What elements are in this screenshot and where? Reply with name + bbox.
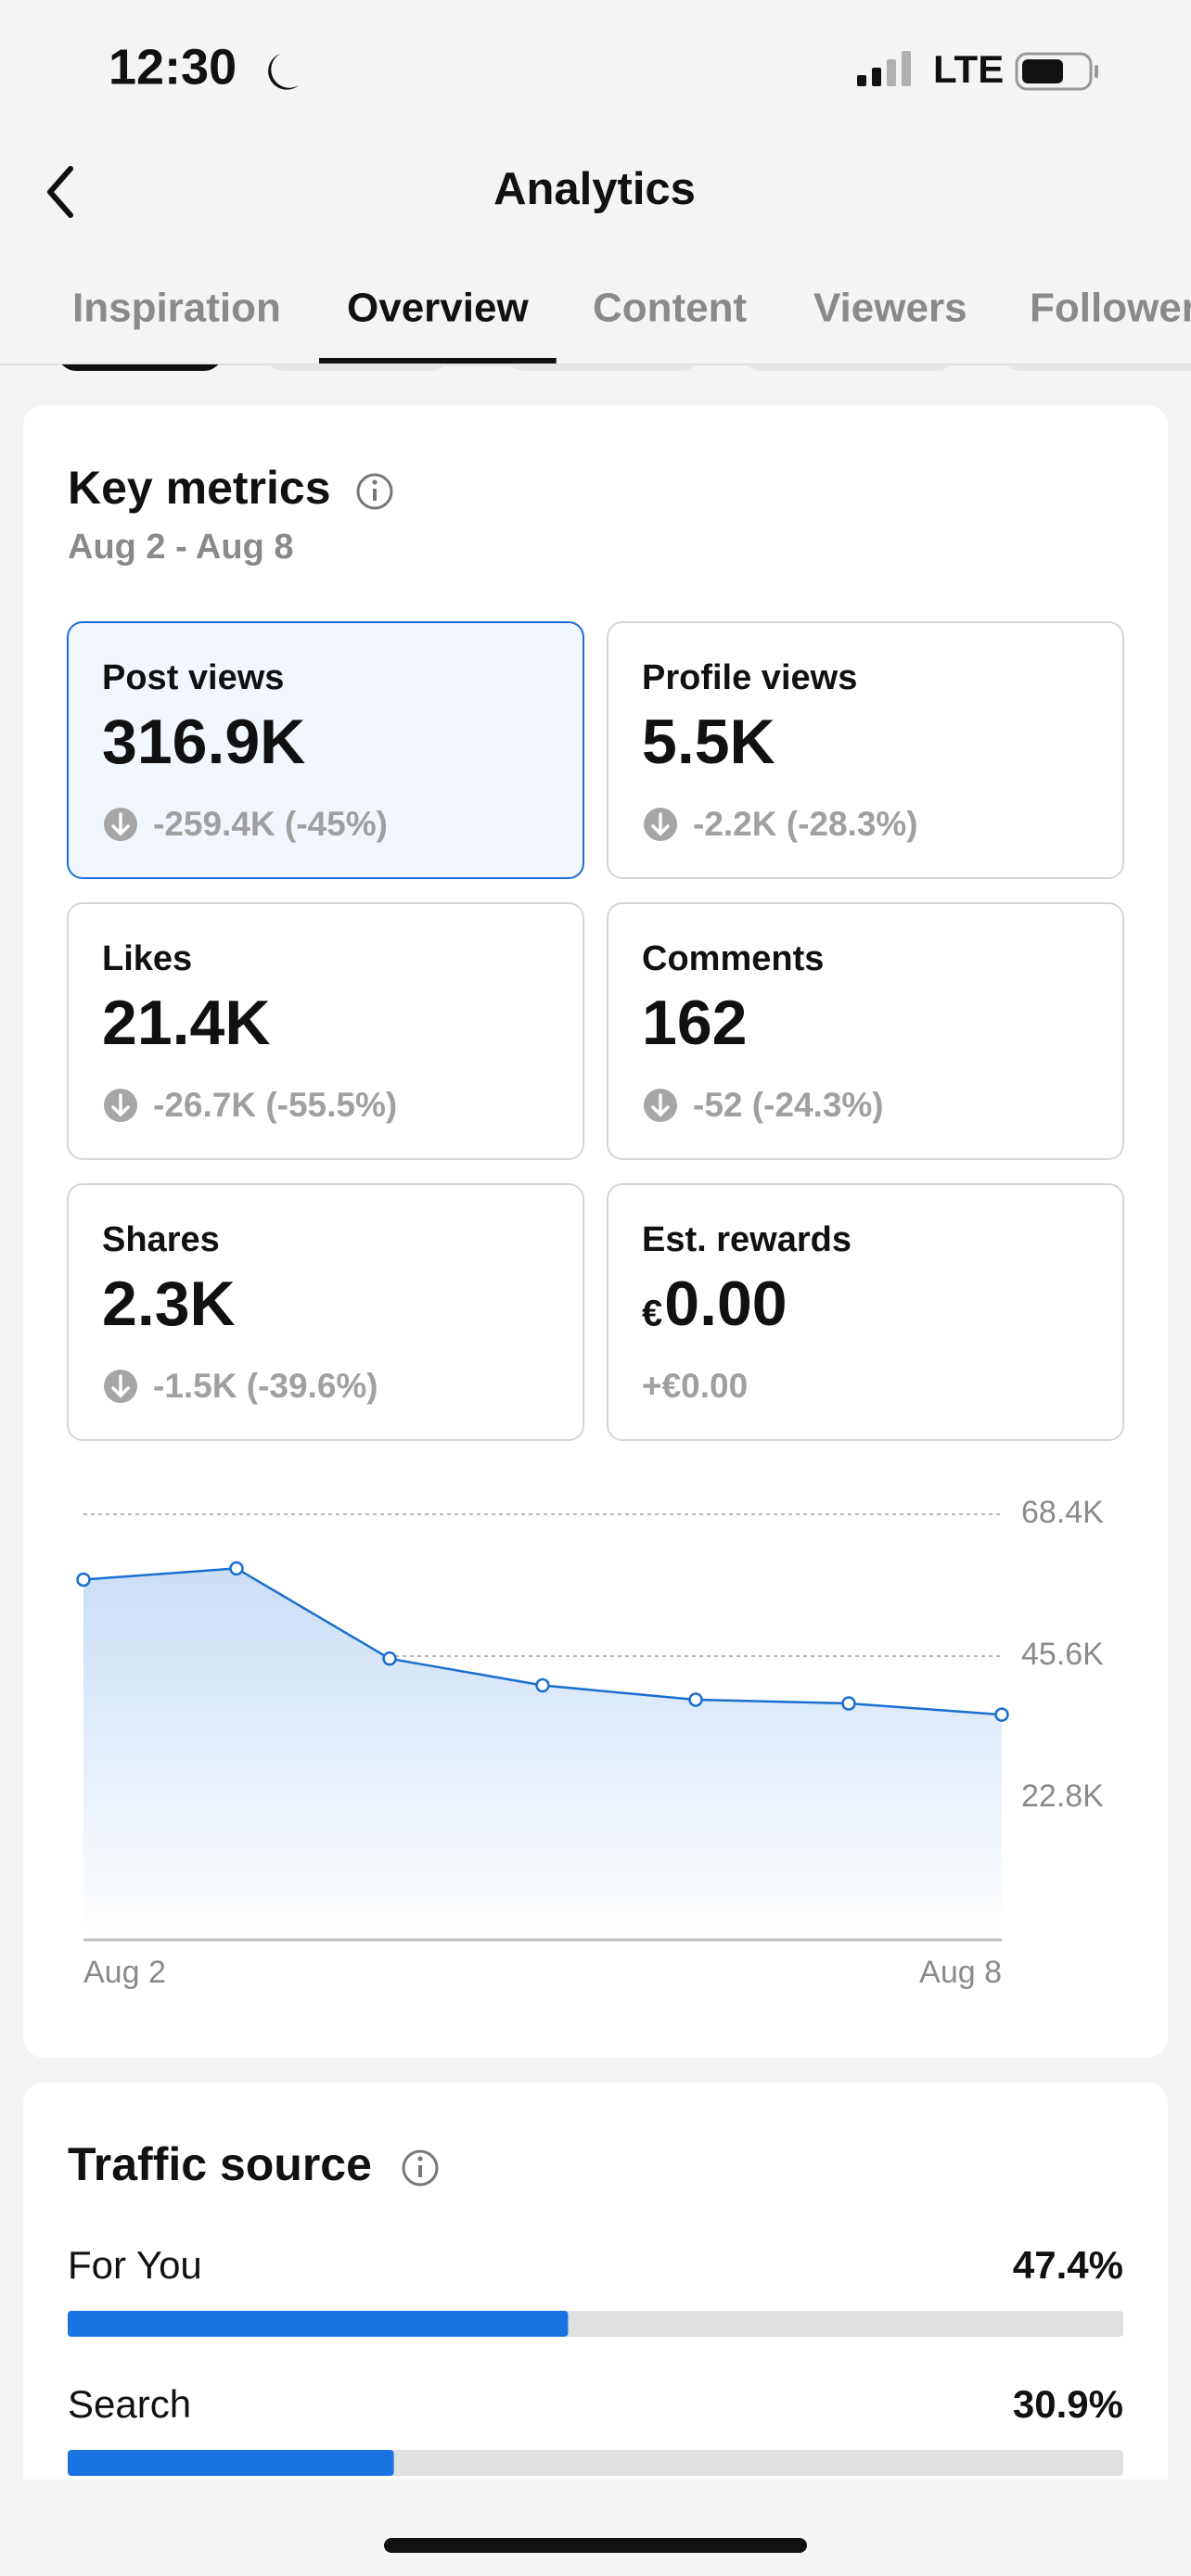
traffic-value: 30.9% [1013, 2382, 1123, 2426]
status-time: 12:30 [109, 39, 237, 95]
tab[interactable]: Followers [1030, 286, 1191, 331]
metric-card[interactable] [607, 902, 1124, 1160]
metric-currency: € [642, 1294, 662, 1334]
metric-card[interactable] [67, 621, 584, 879]
point [841, 1696, 856, 1711]
metric-card[interactable] [607, 621, 1124, 879]
filter-pill [268, 364, 446, 371]
metric-change: -1.5K (-39.6%) [153, 1367, 378, 1405]
tab[interactable]: Inspiration [72, 286, 281, 331]
trend-down-icon [644, 1089, 677, 1122]
battery-icon [1015, 52, 1098, 91]
traffic-label: For You [68, 2243, 202, 2287]
icon-arrow [651, 812, 670, 836]
info-icon[interactable] [356, 473, 393, 510]
info-icon[interactable] [402, 2149, 439, 2187]
tab-indicator [319, 358, 557, 363]
icon-arrow [111, 1374, 130, 1398]
metric-change: -52 (-24.3%) [693, 1086, 884, 1124]
icon-arrow [111, 812, 130, 836]
metric-value: 316.9K [102, 707, 305, 777]
metric-cards: Post views 316.9K -259.4K (-45%) Profile vi… [67, 621, 1124, 1441]
metric-change: -26.7K (-55.5%) [153, 1086, 397, 1124]
metric-label: Post views [102, 658, 284, 697]
back-button[interactable] [47, 166, 73, 218]
point [535, 1677, 550, 1693]
traffic-value: 47.4% [1013, 2243, 1123, 2287]
trend-down-icon [104, 808, 137, 841]
home-indicator [384, 2538, 807, 2553]
scroll-content: Key metrics Aug 2 - Aug 8 Post views 316.… [23, 364, 1191, 2480]
tab[interactable]: Overview [347, 286, 529, 331]
filter-pill [61, 364, 219, 371]
point [229, 1561, 244, 1576]
date-range: Aug 2 - Aug 8 [68, 528, 293, 567]
metric-change: -2.2K (-28.3%) [693, 805, 918, 843]
metric-label: Comments [642, 939, 824, 978]
trend-down-icon [104, 1089, 137, 1122]
metric-value: 0.00 [664, 1269, 787, 1339]
metric-value: 21.4K [102, 988, 270, 1058]
tab-bar: Inspiration Overview Content Viewers Followe… [72, 286, 1191, 363]
x-tick-label: Aug 2 [83, 1955, 166, 1990]
y-tick-label: 68.4K [1021, 1495, 1104, 1530]
y-tick-label: 22.8K [1021, 1779, 1104, 1814]
filter-pill [746, 364, 952, 371]
tab[interactable]: Viewers [813, 286, 967, 331]
x-tick-label: Aug 8 [919, 1955, 1002, 1990]
metric-label: Shares [102, 1220, 220, 1259]
metric-change: +€0.00 [642, 1367, 748, 1405]
trend-down-icon [644, 808, 677, 841]
trend-down-icon [104, 1370, 137, 1403]
tab[interactable]: Content [593, 286, 748, 331]
metric-value: 162 [642, 988, 747, 1058]
filter-pill [509, 364, 697, 371]
signal-icon [857, 51, 911, 86]
point [688, 1692, 703, 1707]
area-fill [83, 1568, 1002, 1940]
point [382, 1651, 397, 1666]
section-title: Traffic source [68, 2138, 372, 2190]
point [76, 1572, 91, 1588]
traffic-bars: For You 47.4% Search 30.9% [68, 2243, 1123, 2476]
traffic-card [23, 2083, 1168, 2480]
metric-card[interactable] [607, 1183, 1124, 1441]
icon-arrow [651, 1093, 670, 1117]
filter-pill [1005, 364, 1191, 371]
metric-label: Likes [102, 939, 192, 978]
point [994, 1707, 1009, 1722]
metric-value: 2.3K [102, 1269, 236, 1339]
metric-label: Profile views [642, 658, 857, 697]
metric-change: -259.4K (-45%) [153, 805, 388, 843]
y-tick-label: 45.6K [1021, 1637, 1104, 1672]
bar [68, 2311, 569, 2337]
metric-card[interactable] [67, 902, 584, 1160]
header-title: Analytics [493, 164, 696, 214]
metric-value: 5.5K [642, 707, 775, 777]
metric-label: Est. rewards [642, 1220, 852, 1259]
line-chart: 22.8K 45.6K 68.4K Aug 2 Aug 8 [76, 1495, 1104, 1990]
network-label: LTE [933, 47, 1004, 91]
icon-arrow [111, 1093, 130, 1117]
section-title: Key metrics [68, 462, 331, 514]
metric-card[interactable] [67, 1183, 584, 1441]
bar [68, 2450, 394, 2476]
traffic-label: Search [68, 2382, 191, 2426]
